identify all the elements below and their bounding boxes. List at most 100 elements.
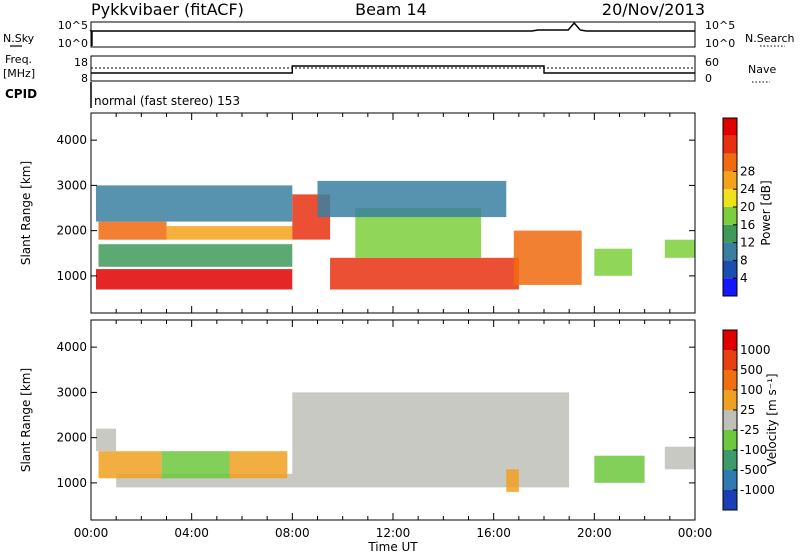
heatmap-cell xyxy=(98,221,167,240)
velocity-heatmap xyxy=(96,392,695,492)
x-tick-label: 00:00 xyxy=(678,526,713,540)
x-tick-label: 12:00 xyxy=(376,526,411,540)
y-tick-label: 3000 xyxy=(56,178,87,192)
colorbar-swatch xyxy=(723,490,737,510)
heatmap-cell xyxy=(161,451,230,479)
noise-panel-frame xyxy=(90,21,696,48)
nsearch-tick-low: 10^0 xyxy=(705,37,735,50)
x-axis-label: Time UT xyxy=(367,540,418,554)
noise-panel: N.Sky 10^5 10^0 10^5 10^0 N.Search xyxy=(3,19,795,50)
y-tick-label: 1000 xyxy=(56,269,87,283)
velocity-x-ticks xyxy=(90,320,696,520)
colorbar-tick-label: 4 xyxy=(740,271,748,285)
heatmap-cell xyxy=(96,269,293,290)
colorbar-swatch xyxy=(723,207,737,225)
heatmap-cell xyxy=(330,257,519,290)
heatmap-cell xyxy=(229,451,288,479)
freq-panel: Freq. [MHz] 18 8 60 0 Nave xyxy=(3,53,776,85)
colorbar-swatch xyxy=(723,330,737,350)
velocity-ylabel: Slant Range [km] xyxy=(19,368,33,472)
heatmap-cell xyxy=(317,180,507,218)
y-tick-label: 2000 xyxy=(56,224,87,238)
colorbar-swatch xyxy=(723,390,737,410)
colorbar-tick-label: -500 xyxy=(740,463,767,477)
freq-tick-low: 8 xyxy=(81,72,88,85)
colorbar-tick-label: 25 xyxy=(740,403,755,417)
velocity-colorbar: 1000 500 100 25 -25 -100 -500 -1000 xyxy=(722,329,775,511)
heatmap-cell xyxy=(98,451,162,479)
heatmap-cell xyxy=(506,469,519,492)
colorbar-tick-label: 1000 xyxy=(740,343,771,357)
heatmap-cell xyxy=(513,230,582,285)
nsearch-label: N.Search xyxy=(745,32,795,45)
colorbar-tick-label: 100 xyxy=(740,383,763,397)
time-axis: 00:00 04:00 08:00 12:00 16:00 20:00 00:00 xyxy=(74,526,713,540)
colorbar-swatch xyxy=(723,278,737,296)
cpid-label: CPID xyxy=(5,87,37,101)
velocity-panel: 1000 2000 3000 4000 Slant Range [km] xyxy=(19,319,696,521)
nsearch-tick-high: 10^5 xyxy=(705,19,735,32)
heatmap-cell xyxy=(98,244,293,267)
nave-label: Nave xyxy=(748,63,776,76)
velocity-colorbar-label: Velocity [m s⁻¹] xyxy=(765,373,779,466)
colorbar-tick-label: 16 xyxy=(740,218,755,232)
heatmap-cell xyxy=(664,446,695,470)
cpid-text: normal (fast stereo) 153 xyxy=(94,94,240,108)
nsky-series xyxy=(89,21,695,46)
velocity-y-axis: 1000 2000 3000 4000 xyxy=(56,340,695,490)
y-tick-label: 4000 xyxy=(56,133,87,147)
x-tick-label: 16:00 xyxy=(476,526,511,540)
freq-series xyxy=(91,65,695,74)
colorbar-swatch xyxy=(723,242,737,261)
freq-tick-high: 18 xyxy=(74,56,88,69)
power-colorbar: 4 8 12 16 20 24 28 xyxy=(722,117,755,297)
colorbar-swatch xyxy=(723,370,737,390)
power-heatmap xyxy=(96,180,695,290)
power-ylabel: Slant Range [km] xyxy=(19,161,33,265)
colorbar-swatch xyxy=(723,153,737,172)
heatmap-cell xyxy=(664,239,695,258)
x-tick-label: 04:00 xyxy=(174,526,209,540)
colorbar-swatch xyxy=(723,118,737,136)
nave-tick-low: 0 xyxy=(705,72,712,85)
colorbar-tick-label: -100 xyxy=(740,443,767,457)
radar-title: Pykkvibaer (fitACF) xyxy=(91,0,244,19)
power-y-axis: 1000 2000 3000 4000 xyxy=(56,133,695,283)
power-panel: 1000 2000 3000 4000 Slant Range [km] xyxy=(19,112,696,314)
colorbar-swatch xyxy=(723,470,737,490)
colorbar-tick-label: -1000 xyxy=(740,483,775,497)
nsky-tick-low: 10^0 xyxy=(58,37,88,50)
heatmap-cell xyxy=(96,428,117,452)
colorbar-swatch xyxy=(723,350,737,370)
heatmap-cell xyxy=(96,185,293,222)
nsky-tick-high: 10^5 xyxy=(58,19,88,32)
nsky-label: N.Sky xyxy=(3,32,35,45)
x-tick-label: 20:00 xyxy=(577,526,612,540)
colorbar-swatch xyxy=(723,410,737,430)
colorbar-swatch xyxy=(723,135,737,154)
colorbar-tick-label: 500 xyxy=(740,363,763,377)
date-label: 20/Nov/2013 xyxy=(602,0,705,19)
colorbar-tick-label: 12 xyxy=(740,236,755,250)
y-tick-label: 1000 xyxy=(56,476,87,490)
x-tick-label: 00:00 xyxy=(74,526,109,540)
colorbar-tick-label: 24 xyxy=(740,182,755,196)
colorbar-frame xyxy=(722,329,738,511)
colorbar-swatch xyxy=(723,171,737,190)
y-tick-label: 3000 xyxy=(56,385,87,399)
colorbar-swatch xyxy=(723,450,737,470)
y-tick-label: 4000 xyxy=(56,340,87,354)
x-tick-label: 08:00 xyxy=(275,526,310,540)
colorbar-tick-label: -25 xyxy=(740,423,760,437)
power-colorbar-label: Power [dB] xyxy=(759,180,773,245)
nave-tick-high: 60 xyxy=(705,56,719,69)
heatmap-cell xyxy=(292,392,570,488)
colorbar-tick-label: 20 xyxy=(740,200,755,214)
beam-label: Beam 14 xyxy=(355,0,427,19)
colorbar-swatch xyxy=(723,430,737,450)
colorbar-swatch xyxy=(723,189,737,207)
colorbar-swatch xyxy=(723,224,737,243)
y-tick-label: 2000 xyxy=(56,431,87,445)
freq-label: Freq. xyxy=(5,53,32,66)
